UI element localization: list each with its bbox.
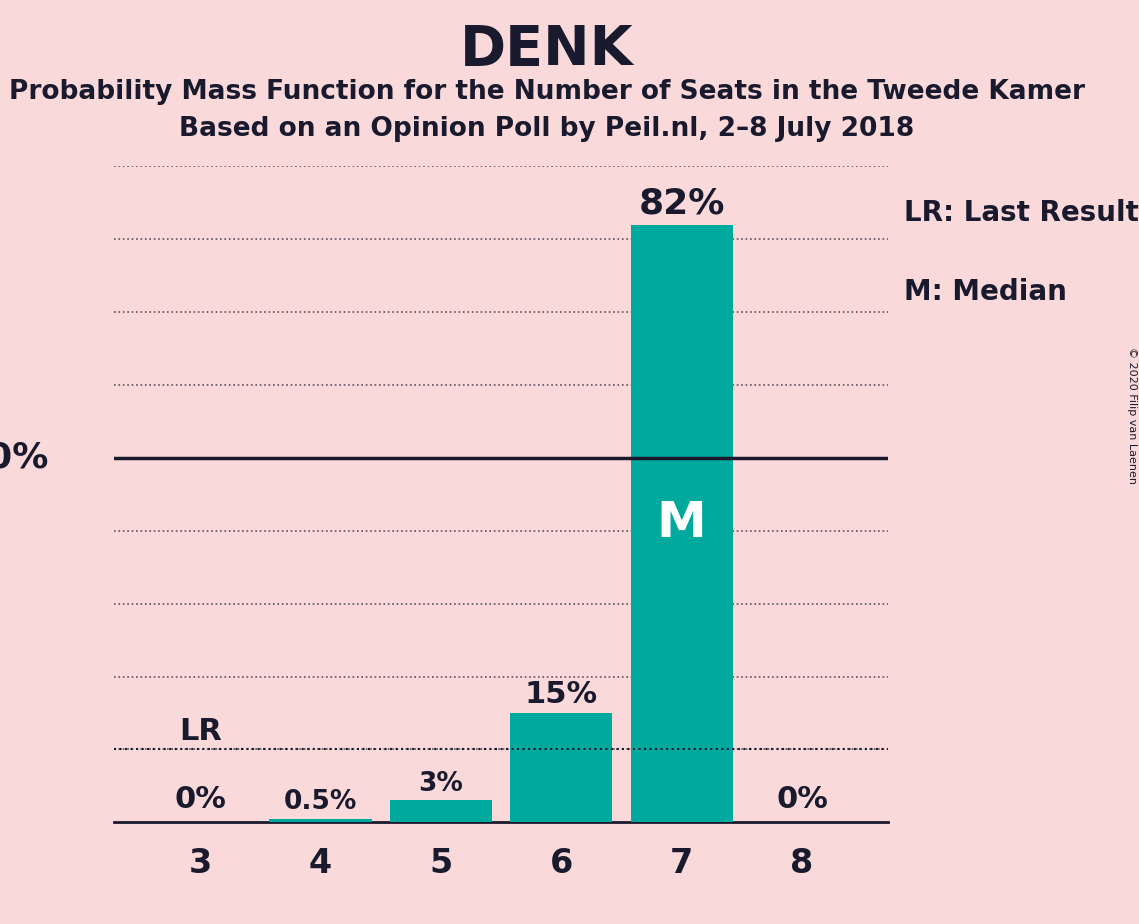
- Text: Probability Mass Function for the Number of Seats in the Tweede Kamer: Probability Mass Function for the Number…: [9, 79, 1084, 104]
- Text: LR: Last Result: LR: Last Result: [904, 200, 1139, 227]
- Text: 0%: 0%: [776, 784, 828, 814]
- Text: 3%: 3%: [418, 771, 464, 796]
- Text: DENK: DENK: [460, 23, 633, 77]
- Text: 0.5%: 0.5%: [284, 789, 358, 815]
- Bar: [631, 225, 732, 822]
- Text: 82%: 82%: [639, 187, 724, 221]
- Text: M: M: [657, 500, 706, 548]
- Text: Based on an Opinion Poll by Peil.nl, 2–8 July 2018: Based on an Opinion Poll by Peil.nl, 2–8…: [179, 116, 915, 141]
- Bar: [510, 713, 613, 822]
- Text: 15%: 15%: [525, 680, 598, 710]
- Text: M: Median: M: Median: [904, 278, 1067, 306]
- Bar: [270, 819, 371, 822]
- Bar: [390, 800, 492, 822]
- Text: LR: LR: [179, 717, 222, 746]
- Text: 50%: 50%: [0, 441, 48, 475]
- Text: © 2020 Filip van Laenen: © 2020 Filip van Laenen: [1126, 347, 1137, 484]
- Text: 0%: 0%: [174, 784, 227, 814]
